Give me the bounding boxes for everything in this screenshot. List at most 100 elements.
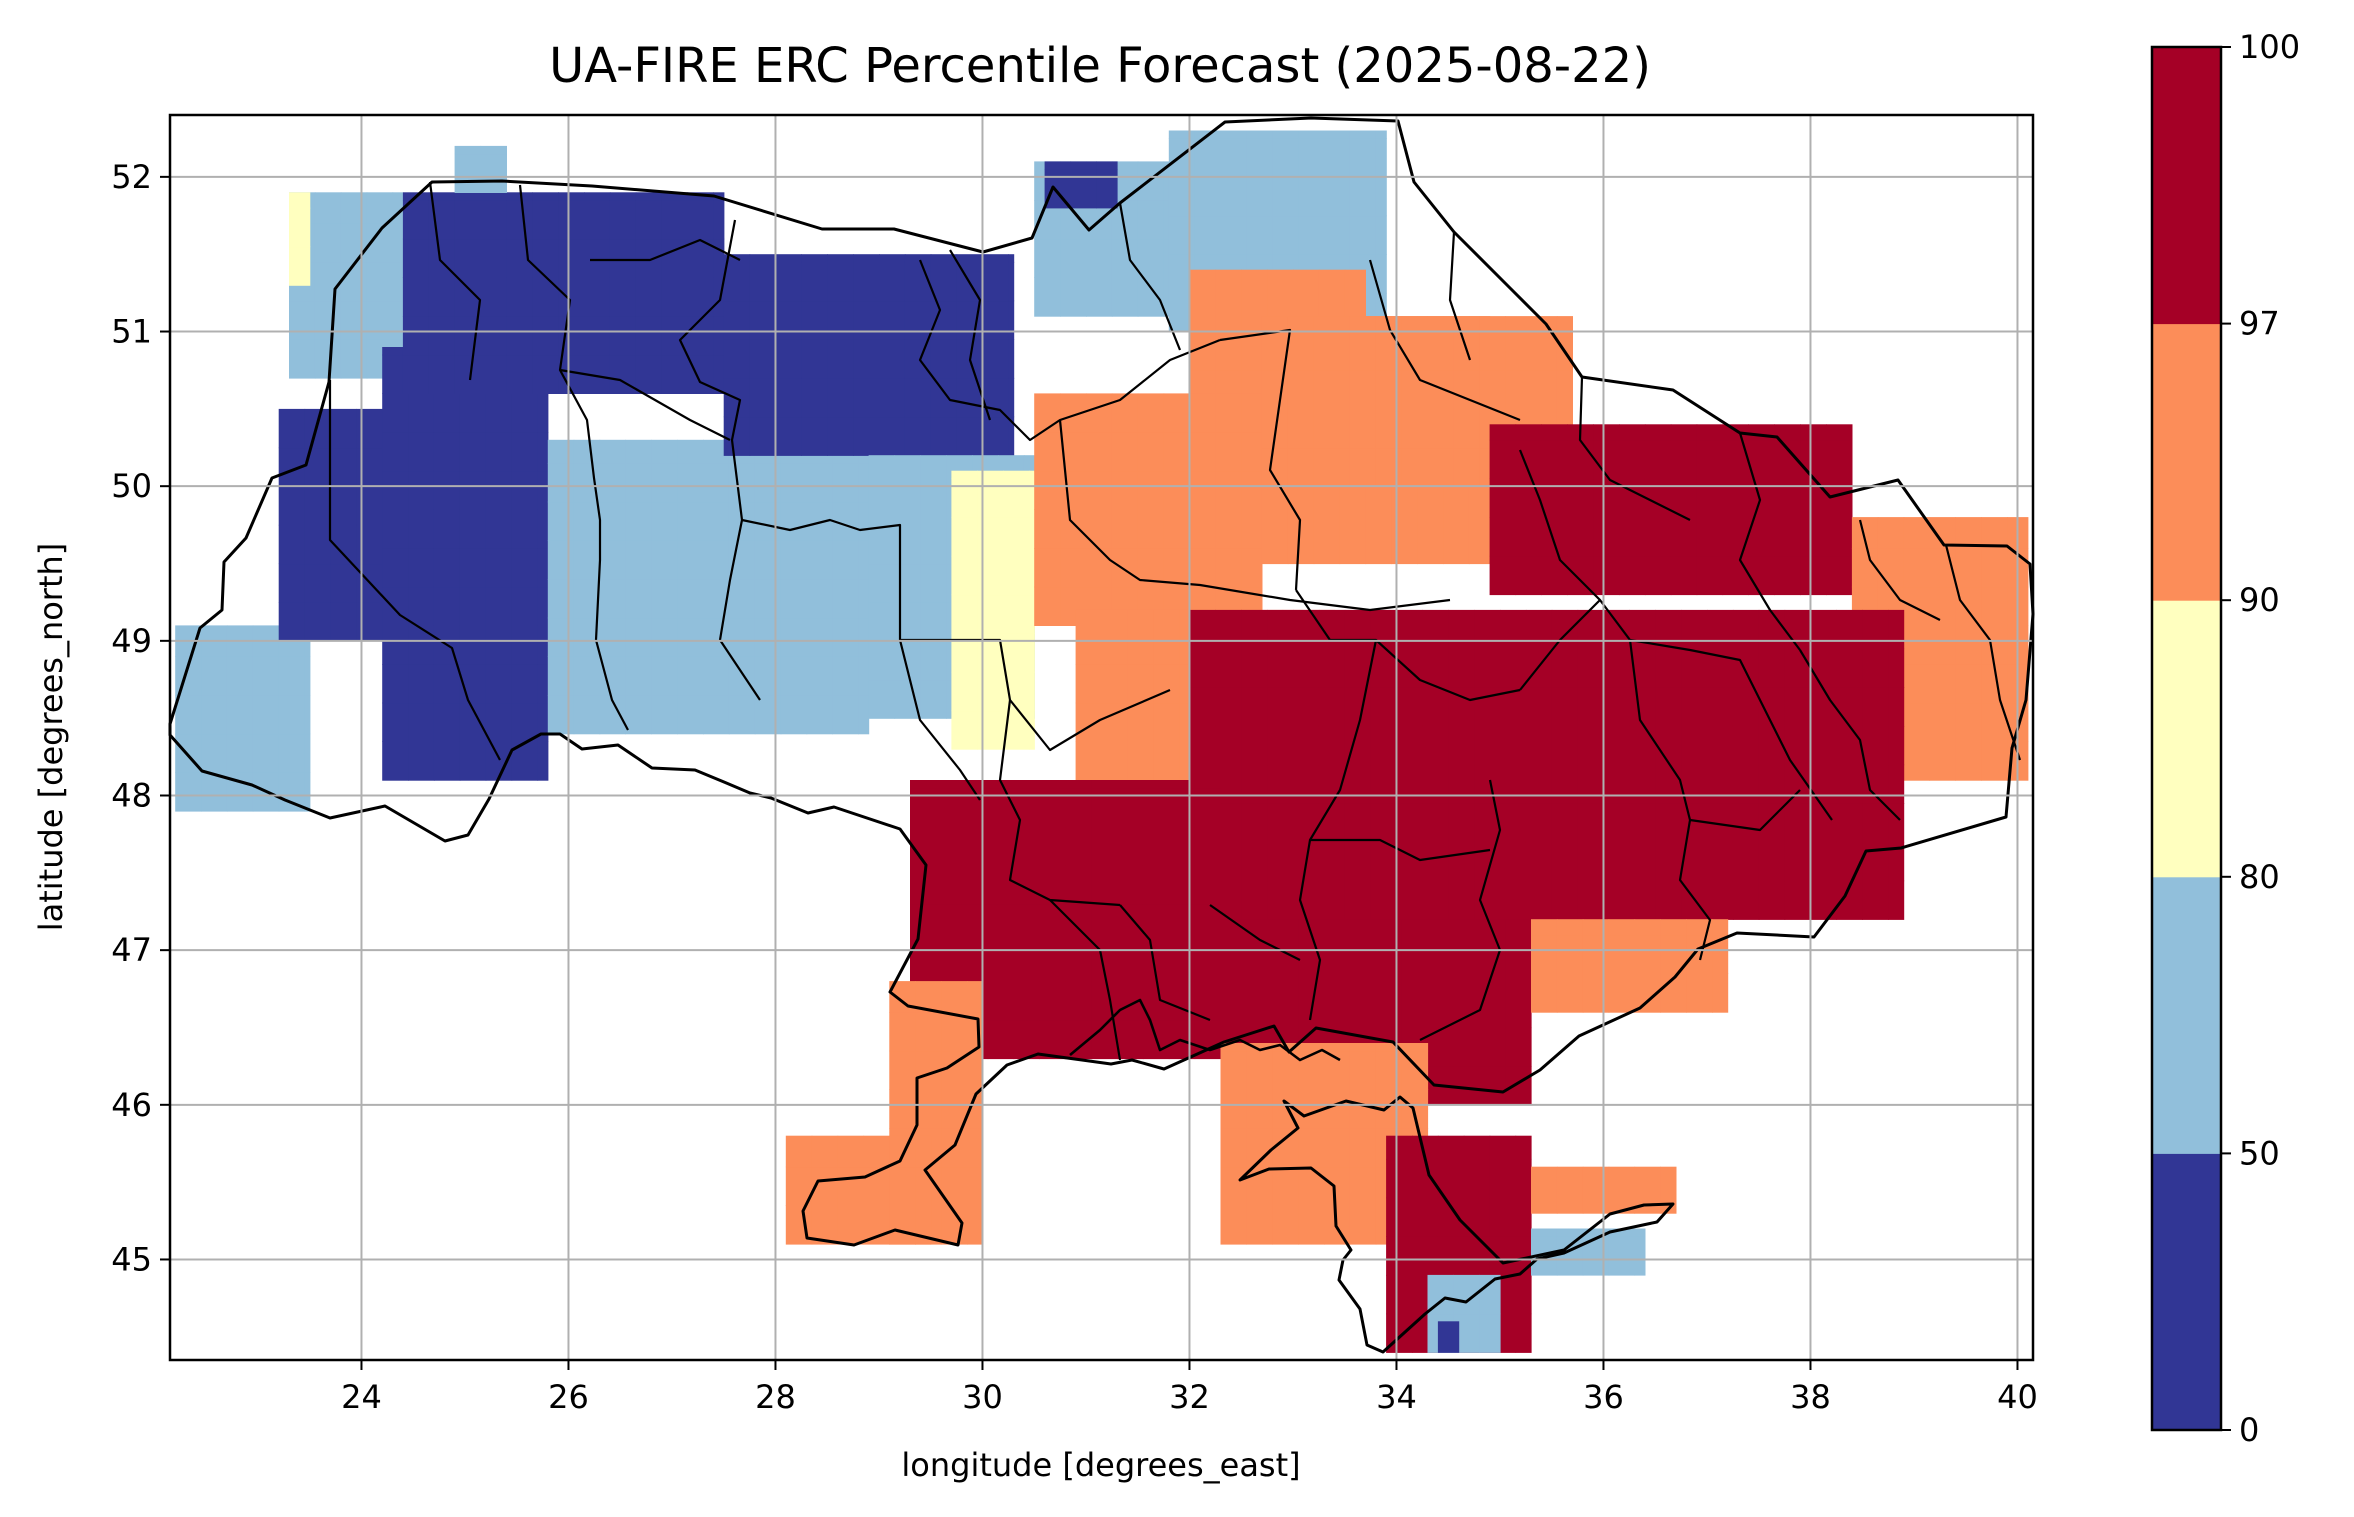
heatmap-cell — [1888, 609, 1905, 650]
heatmap-cell — [1784, 687, 1812, 727]
heatmap-cell — [1686, 934, 1713, 974]
heatmap-cell — [459, 509, 487, 549]
heatmap-cell — [1463, 1135, 1491, 1160]
heatmap-cell — [1267, 803, 1294, 843]
heatmap-cell — [1732, 609, 1760, 650]
heatmap-cell — [537, 432, 549, 472]
heatmap-cell — [1422, 609, 1449, 650]
heatmap-cell — [703, 540, 730, 580]
heatmap-cell — [1696, 439, 1724, 480]
heatmap-cell — [304, 486, 332, 526]
heatmap-cell — [1318, 648, 1346, 688]
heatmap-cell — [1500, 725, 1527, 766]
heatmap-cell — [894, 486, 921, 526]
heatmap-cell — [977, 710, 1004, 750]
heatmap-cell — [677, 695, 704, 735]
heatmap-cell — [1468, 524, 1491, 565]
heatmap-cell — [977, 517, 1004, 557]
heatmap-cell — [1903, 741, 1931, 781]
heatmap-cell — [863, 1135, 890, 1168]
heatmap-cell — [1479, 1274, 1501, 1315]
heatmap-cell — [1215, 292, 1242, 333]
heatmap-cell — [1293, 648, 1320, 688]
heatmap-cell — [1800, 517, 1827, 557]
heatmap-cell — [1448, 764, 1475, 804]
x-tick-label: 34 — [1376, 1378, 1417, 1416]
heatmap-cell — [625, 656, 652, 696]
x-tick-label: 38 — [1790, 1378, 1831, 1416]
heatmap-cell — [1556, 1228, 1584, 1237]
heatmap-cell — [330, 486, 357, 526]
heatmap-cell — [511, 393, 539, 433]
heatmap-cell — [1189, 292, 1216, 333]
heatmap-cell — [661, 354, 689, 394]
heatmap-cell — [1670, 517, 1698, 557]
heatmap-cell — [1981, 517, 2008, 549]
heatmap-cell — [1370, 880, 1398, 920]
heatmap-cell — [1448, 648, 1475, 688]
heatmap-cell — [961, 826, 989, 866]
heatmap-cell — [1246, 176, 1273, 217]
heatmap-cell — [1272, 176, 1299, 217]
colorbar-segment — [2152, 47, 2221, 325]
heatmap-cell — [402, 277, 430, 317]
heatmap-cell — [868, 640, 896, 681]
x-tick-label: 30 — [962, 1378, 1003, 1416]
heatmap-cell — [1888, 841, 1905, 882]
heatmap-cell — [1267, 648, 1294, 688]
heatmap-cell — [1298, 1205, 1325, 1245]
heatmap-cell — [1417, 524, 1444, 565]
heatmap-cell — [1220, 950, 1247, 990]
heatmap-cell — [314, 223, 342, 263]
heatmap-cell — [1086, 277, 1113, 317]
heatmap-cell — [599, 540, 626, 580]
heatmap-cell — [1365, 486, 1392, 526]
heatmap-cell — [1111, 470, 1139, 510]
heatmap-cell — [775, 261, 802, 302]
heatmap-cell — [1401, 1089, 1429, 1129]
heatmap-cell — [1091, 903, 1118, 944]
heatmap-cell — [511, 625, 539, 665]
heatmap-cell — [935, 780, 963, 789]
heatmap-cell — [1603, 764, 1630, 804]
heatmap-cell — [1851, 548, 1879, 588]
heatmap-cell — [1344, 764, 1372, 804]
heatmap-cell — [1293, 269, 1320, 294]
heatmap-cell — [651, 463, 678, 503]
heatmap-cell — [1034, 548, 1061, 588]
heatmap-cell — [1582, 934, 1610, 974]
heatmap-cell — [1712, 934, 1729, 974]
heatmap-cell — [801, 254, 828, 263]
heatmap-cell — [1194, 942, 1222, 982]
heatmap-cell — [1215, 432, 1242, 472]
heatmap-cell — [754, 501, 782, 541]
heatmap-cell — [961, 903, 989, 944]
heatmap-cell — [278, 602, 306, 642]
heatmap-cell — [987, 1019, 1015, 1060]
heatmap-cell — [537, 586, 549, 626]
heatmap-cell — [677, 579, 704, 619]
colorbar-segment — [2152, 323, 2221, 601]
heatmap-cell — [480, 316, 507, 356]
heatmap-cell — [1427, 316, 1454, 333]
heatmap-cell — [1117, 865, 1144, 905]
heatmap-cell — [1862, 609, 1889, 650]
heatmap-cell — [1489, 555, 1517, 596]
heatmap-cell — [1246, 1050, 1273, 1090]
y-axis-label: latitude [degrees_north] — [32, 543, 70, 932]
heatmap-cell — [382, 470, 409, 510]
heatmap-cell — [1349, 950, 1377, 990]
heatmap-cell — [1086, 470, 1113, 510]
heatmap-cell — [278, 733, 306, 773]
heatmap-cell — [1505, 1027, 1532, 1067]
heatmap-cell — [1603, 880, 1630, 920]
heatmap-cell — [330, 563, 357, 603]
heatmap-cell — [511, 470, 539, 510]
heatmap-cell — [599, 656, 626, 696]
heatmap-cell — [1422, 687, 1449, 727]
heatmap-cell — [1929, 741, 1956, 781]
heatmap-cell — [1215, 269, 1242, 294]
heatmap-cell — [889, 1205, 916, 1245]
heatmap-cell — [511, 702, 539, 742]
